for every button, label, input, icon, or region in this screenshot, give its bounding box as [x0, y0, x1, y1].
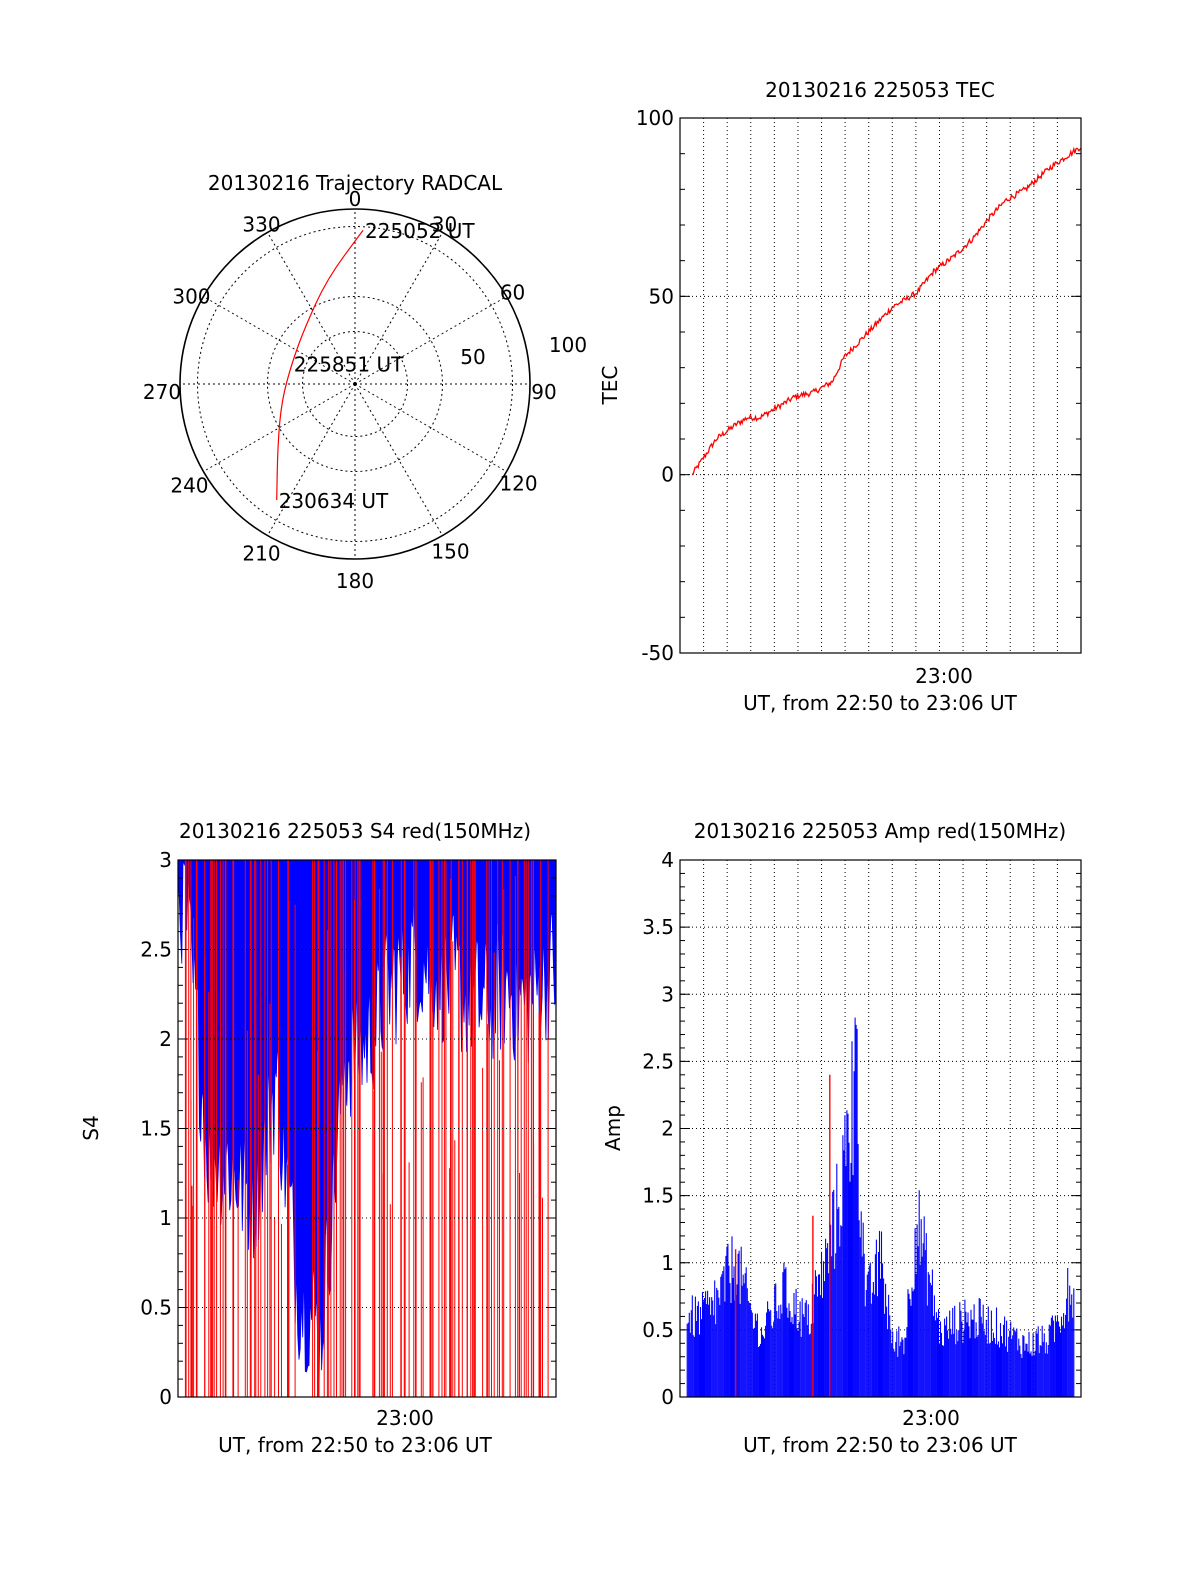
s4-y-axis-label: S4 — [79, 1115, 103, 1140]
polar-azimuth-label: 60 — [500, 281, 525, 305]
polar-radial-labels: 50 100 — [460, 333, 587, 369]
s4-x-axis-label: UT, from 22:50 to 23:06 UT — [218, 1433, 493, 1457]
tec-chart-title: 20130216 225053 TEC — [765, 78, 995, 102]
polar-spoke — [267, 232, 356, 385]
y-tick-label: 3 — [159, 848, 172, 872]
y-tick-label: 0 — [661, 1385, 674, 1409]
tec-chart: 20130216 225053 TEC -50 0 50 100 23:00 UT, … — [598, 78, 1082, 715]
polar-grid-ring — [267, 296, 443, 472]
polar-spoke — [267, 383, 356, 536]
y-tick-label: 0.5 — [140, 1296, 172, 1320]
tec-y-axis-label: TEC — [598, 366, 622, 406]
polar-spoke — [203, 383, 356, 472]
y-tick-label: 0 — [661, 463, 674, 487]
y-tick-label: 2 — [661, 1117, 674, 1141]
y-tick-label: 0.5 — [642, 1318, 674, 1342]
y-tick-label: 1 — [159, 1206, 172, 1230]
polar-azimuth-label: 240 — [170, 474, 208, 498]
polar-spoke — [203, 296, 356, 385]
polar-azimuth-label: 150 — [431, 540, 469, 564]
tec-grid — [680, 117, 1081, 654]
y-tick-label: 50 — [649, 284, 674, 308]
y-tick-label: 4 — [661, 848, 674, 872]
polar-outer-ring — [179, 208, 531, 560]
tec-line — [691, 146, 1082, 476]
polar-azimuth-labels: 0 30 60 90 120 150 180 210 240 270 300 330 — [143, 187, 557, 593]
y-tick-label: 1.5 — [642, 1184, 674, 1208]
polar-time-annotation: 230634 UT — [279, 489, 389, 513]
y-tick-label: 2.5 — [642, 1049, 674, 1073]
y-tick-label: 0 — [159, 1385, 172, 1409]
polar-azimuth-label: 330 — [242, 212, 280, 236]
polar-chart-title: 20130216 Trajectory RADCAL — [208, 171, 503, 195]
polar-spoke — [354, 383, 443, 536]
y-tick-label: 1 — [661, 1251, 674, 1275]
y-tick-label: -50 — [641, 641, 674, 665]
amp-plot-frame — [679, 859, 1082, 1398]
tec-series — [691, 146, 1082, 476]
polar-azimuth-label: 90 — [531, 380, 556, 404]
polar-grid — [179, 208, 531, 560]
y-tick-label: 100 — [636, 106, 674, 130]
polar-trajectory-line — [276, 229, 364, 501]
polar-azimuth-label: 0 — [349, 187, 362, 211]
polar-radial-label: 50 — [460, 345, 485, 369]
y-tick-label: 3 — [661, 982, 674, 1006]
y-tick-label: 1.5 — [140, 1117, 172, 1141]
polar-time-annotation: 225851 UT — [294, 352, 404, 376]
tec-plot-frame — [679, 117, 1082, 654]
amp-chart: 20130216 225053 Amp red(150MHz) 0 0.5 1 1.5… — [601, 819, 1082, 1457]
amp-series — [686, 1017, 1075, 1397]
polar-time-annotation: 225052 UT — [365, 219, 475, 243]
polar-grid-ring — [302, 331, 408, 437]
polar-spoke — [354, 232, 443, 385]
polar-radial-label: 100 — [549, 333, 587, 357]
s4-y-tick-labels: 0 0.5 1 1.5 2 2.5 3 — [140, 848, 172, 1409]
polar-trajectory-series — [276, 229, 364, 501]
polar-azimuth-label: 210 — [242, 542, 280, 566]
polar-spoke — [354, 296, 507, 385]
polar-azimuth-label: 120 — [499, 472, 537, 496]
polar-azimuth-label: 270 — [143, 380, 181, 404]
polar-azimuth-label: 180 — [336, 569, 374, 593]
s4-plot-frame — [177, 859, 557, 1398]
amp-chart-title: 20130216 225053 Amp red(150MHz) — [694, 819, 1066, 843]
s4-blue-series — [177, 859, 557, 1384]
polar-time-annotations: 225052 UT 225851 UT 230634 UT — [279, 219, 476, 513]
amp-y-axis-label: Amp — [601, 1105, 625, 1151]
polar-spoke — [354, 383, 507, 472]
s4-chart: 20130216 225053 S4 red(150MHz) 0 0.5 1 1.5 2… — [79, 819, 557, 1457]
polar-azimuth-label: 300 — [172, 285, 210, 309]
amp-x-tick-label: 23:00 — [902, 1406, 960, 1430]
y-tick-label: 2.5 — [140, 938, 172, 962]
amp-y-tick-labels: 0 0.5 1 1.5 2 2.5 3 3.5 4 — [642, 848, 674, 1409]
s4-chart-title: 20130216 225053 S4 red(150MHz) — [179, 819, 531, 843]
polar-azimuth-label: 30 — [432, 212, 457, 236]
tec-x-axis-label: UT, from 22:50 to 23:06 UT — [743, 691, 1018, 715]
tec-y-tick-labels: -50 0 50 100 — [636, 106, 674, 665]
polar-grid-ring — [197, 226, 513, 542]
y-tick-label: 2 — [159, 1027, 172, 1051]
y-tick-label: 3.5 — [642, 915, 674, 939]
polar-trajectory-chart: 20130216 Trajectory RADCAL 0 30 60 90 120 150… — [143, 171, 587, 593]
amp-x-axis-label: UT, from 22:50 to 23:06 UT — [743, 1433, 1018, 1457]
tec-x-tick-label: 23:00 — [915, 664, 973, 688]
s4-x-tick-label: 23:00 — [376, 1406, 434, 1430]
